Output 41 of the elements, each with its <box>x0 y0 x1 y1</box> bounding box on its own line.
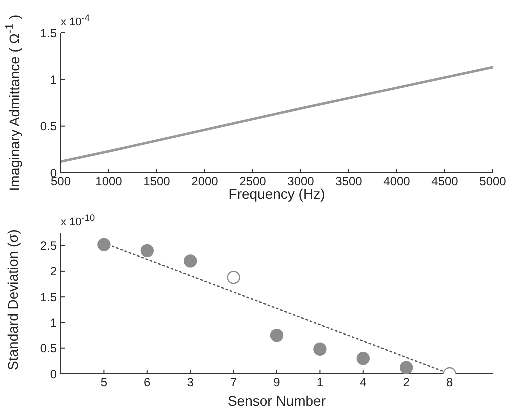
x-tick-label: 2000 <box>192 174 219 189</box>
x-tick-label: 9 <box>274 376 281 390</box>
x-tick-label: 3500 <box>336 174 363 189</box>
y-tick-label: 0.5 <box>40 120 58 134</box>
y-axis-title: Standard Deviation (σ) <box>5 230 21 370</box>
y-tick-label: 2 <box>50 264 58 279</box>
y-tick-label: 1 <box>50 316 58 330</box>
y-tick-label: 1 <box>50 72 58 87</box>
point <box>98 238 111 252</box>
x-tick-label: 8 <box>446 376 454 390</box>
point <box>140 244 154 258</box>
point <box>356 352 370 366</box>
x-tick-label: 7 <box>230 376 238 390</box>
x-axis-title: Sensor Number <box>226 393 328 409</box>
line-series <box>61 66 493 164</box>
y-tick-label: 1.5 <box>40 26 58 40</box>
x-tick-label: 6 <box>144 376 152 390</box>
x-axis-title: Frequency (Hz) <box>228 186 326 202</box>
point <box>314 342 327 356</box>
x-tick-label: 4500 <box>432 174 459 189</box>
text: x 10$^{-4}$ <box>61 13 90 29</box>
x-tick-label: 2500 <box>240 174 267 189</box>
x-tick-label: 3 <box>187 376 194 390</box>
x-tick-label: 5 <box>100 376 108 390</box>
y-tick-label: 1.5 <box>40 290 58 304</box>
x-tick-label: 4000 <box>384 174 411 189</box>
point <box>400 361 414 374</box>
x-tick-label: 1000 <box>96 174 123 189</box>
y-tick-label: 0.5 <box>40 342 58 356</box>
x-tick-label: 5000 <box>480 174 507 189</box>
x-tick-label: 1500 <box>144 174 171 189</box>
x-tick-label: 3000 <box>288 174 315 189</box>
text: x 10$^{-10}$ <box>61 213 96 229</box>
point <box>227 271 240 284</box>
point <box>184 254 198 268</box>
x-tick-label: 4 <box>360 376 368 390</box>
x-tick-label: 1 <box>316 376 324 390</box>
x-tick-label: 2 <box>403 376 410 390</box>
y-tick-label: 2.5 <box>40 239 58 254</box>
point <box>270 328 284 342</box>
y-tick-label: 0 <box>50 367 58 382</box>
